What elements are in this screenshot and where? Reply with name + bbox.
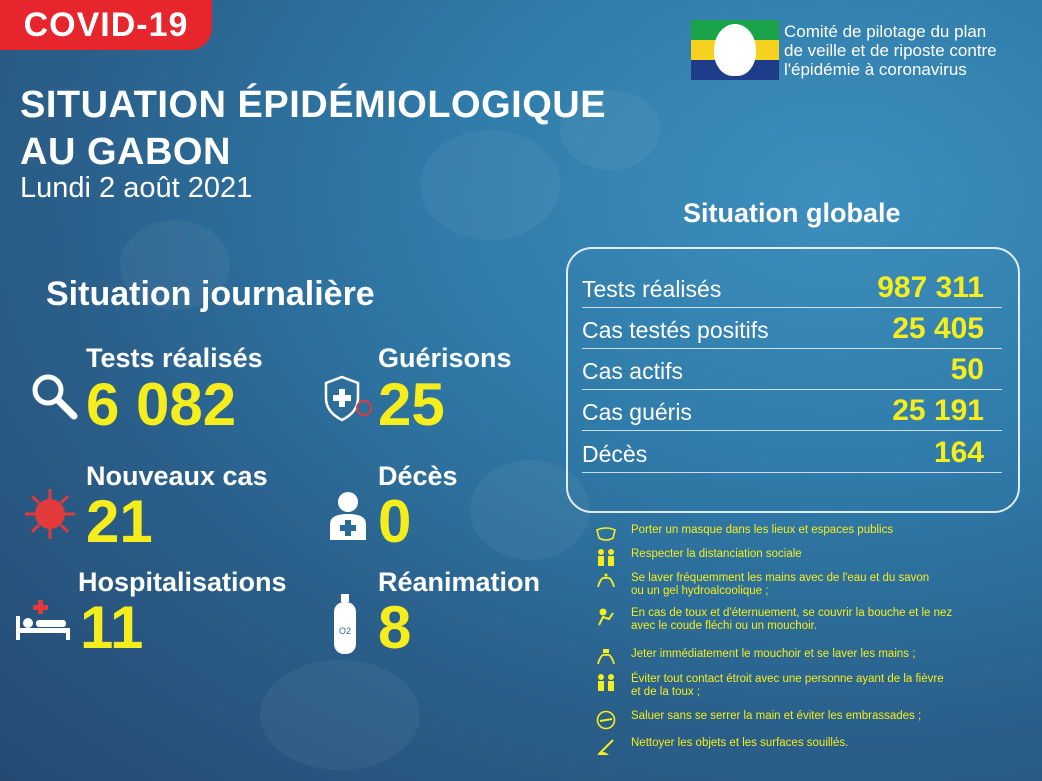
virus-icon xyxy=(25,489,75,539)
global-heading: Situation globale xyxy=(683,198,901,228)
title-line-1: SITUATION ÉPIDÉMIOLOGIQUE xyxy=(20,84,607,126)
advice-text: Respecter la distanciation sociale xyxy=(631,548,802,560)
background-cell xyxy=(120,220,230,310)
svg-text:O2: O2 xyxy=(339,626,351,636)
background-cell xyxy=(470,460,590,560)
advice-text: Jeter immédiatement le mouchoir et se la… xyxy=(631,648,916,660)
global-table-frame xyxy=(566,247,1020,513)
global-row-value: 987 311 xyxy=(877,271,984,304)
stat-label-tests: Tests réalisés xyxy=(86,343,263,373)
global-row-value: 50 xyxy=(950,353,984,386)
advice-text: Éviter tout contact étroit avec une pers… xyxy=(631,673,944,698)
gabon-flag-logo xyxy=(691,20,779,80)
global-row-tests: Tests réalisés 987 311 xyxy=(582,269,1002,308)
advice-text: Nettoyer les objets et les surfaces soui… xyxy=(631,737,849,749)
sneeze-icon xyxy=(598,608,614,626)
stat-label-new-cases: Nouveaux cas xyxy=(86,461,268,491)
distancing-icon xyxy=(598,549,614,566)
report-date: Lundi 2 août 2021 xyxy=(20,172,253,204)
stat-label-recoveries: Guérisons xyxy=(378,343,512,373)
avoid-contact-icon xyxy=(598,674,614,691)
global-row-value: 164 xyxy=(933,436,984,469)
global-row-positive: Cas testés positifs 25 405 xyxy=(582,310,1002,349)
committee-line-2: de veille et de riposte contre xyxy=(784,41,997,60)
advice-text: Saluer sans se serrer la main et éviter … xyxy=(631,710,922,722)
daily-heading: Situation journalière xyxy=(46,275,375,313)
mask-icon xyxy=(596,527,616,541)
global-row-recovered: Cas guéris 25 191 xyxy=(582,392,1002,431)
stat-value-hospitalisations: 11 xyxy=(80,594,144,661)
magnifier-icon xyxy=(32,374,78,420)
tissue-icon xyxy=(597,649,615,665)
person-cross-icon xyxy=(330,492,366,540)
oxygen-tank-icon: O2 xyxy=(334,594,356,654)
committee-line-3: l'épidémie à coronavirus xyxy=(784,60,967,79)
advice-text: Porter un masque dans les lieux et espac… xyxy=(631,524,894,536)
coat-of-arms-seal xyxy=(714,24,756,76)
title-line-2: AU GABON xyxy=(20,131,231,173)
advice-text: Se laver fréquemment les mains avec de l… xyxy=(631,572,930,597)
global-row-label: Cas actifs xyxy=(582,358,683,384)
global-row-label: Cas testés positifs xyxy=(582,317,769,343)
committee-line-1: Comité de pilotage du plan xyxy=(784,22,987,41)
covid-badge: COVID-19 xyxy=(0,0,212,50)
committee-name: Comité de pilotage du plan de veille et … xyxy=(784,22,1034,79)
stat-value-new-cases: 21 xyxy=(86,488,153,555)
global-row-label: Cas guéris xyxy=(582,399,692,425)
background-cell xyxy=(560,90,660,170)
global-row-active: Cas actifs 50 xyxy=(582,351,1002,390)
stat-label-deaths: Décès xyxy=(378,461,458,491)
stat-value-icu: 8 xyxy=(378,594,412,661)
page-title: SITUATION ÉPIDÉMIOLOGIQUE AU GABON xyxy=(20,82,606,176)
global-row-label: Décès xyxy=(582,441,648,467)
stat-value-recoveries: 25 xyxy=(378,371,445,438)
global-row-value: 25 405 xyxy=(892,312,984,345)
cleaning-icon xyxy=(597,739,614,755)
stat-value-deaths: 0 xyxy=(378,488,412,555)
stat-value-tests: 6 082 xyxy=(86,371,237,438)
global-row-label: Tests réalisés xyxy=(582,276,722,302)
global-row-value: 25 191 xyxy=(892,394,984,427)
no-handshake-icon xyxy=(596,710,616,730)
stat-label-icu: Réanimation xyxy=(378,567,541,597)
background-cell xyxy=(260,660,420,770)
background-cell xyxy=(420,130,560,240)
hospital-bed-icon xyxy=(16,600,70,640)
shield-cross-icon xyxy=(324,375,372,422)
global-row-deaths: Décès 164 xyxy=(582,434,1002,473)
stat-label-hospitalisations: Hospitalisations xyxy=(78,567,287,597)
advice-text: En cas de toux et d'éternuement, se couv… xyxy=(631,607,953,632)
handwash-icon xyxy=(597,573,615,588)
